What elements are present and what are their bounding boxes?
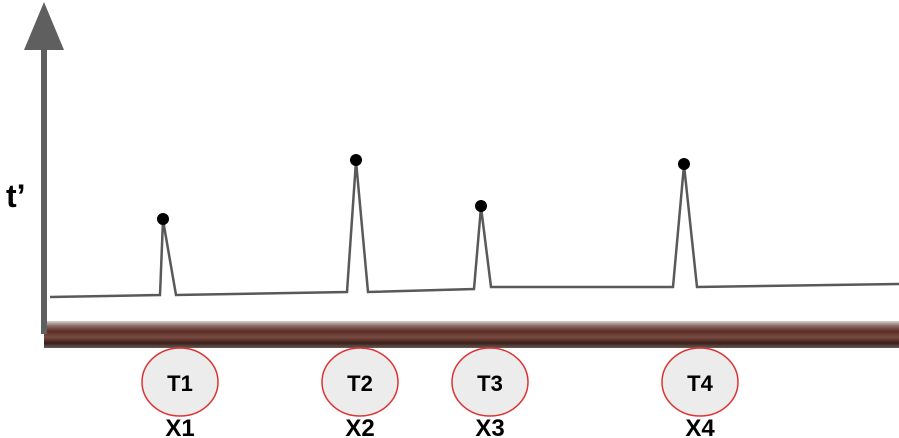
node-t2: T2 X2	[321, 347, 399, 438]
node-t3: T3 X3	[451, 347, 529, 438]
spike-marker	[678, 158, 690, 170]
spike-marker	[350, 154, 362, 166]
y-axis-line	[41, 46, 47, 334]
sensor-circle	[451, 347, 529, 417]
position-label: X3	[475, 415, 504, 438]
sensor-circle	[141, 347, 219, 417]
node-t4: T4 X4	[661, 347, 739, 438]
y-axis-arrowhead	[24, 2, 64, 50]
rod-bar	[44, 321, 899, 348]
sensor-circle	[321, 347, 399, 417]
position-label: X4	[685, 415, 715, 438]
spike-marker	[157, 213, 169, 225]
node-t1: T1 X1	[141, 347, 219, 438]
position-label: X2	[345, 415, 374, 438]
spike-marker	[475, 200, 487, 212]
sensor-circle	[661, 347, 739, 417]
sensor-tag-label: T4	[687, 371, 713, 396]
position-label: X1	[165, 415, 194, 438]
y-axis-label: t’	[6, 178, 26, 214]
temperature-trace	[49, 160, 899, 299]
sensor-tag-label: T1	[167, 371, 193, 396]
sensor-tag-label: T2	[347, 371, 373, 396]
sensor-tag-label: T3	[477, 371, 503, 396]
